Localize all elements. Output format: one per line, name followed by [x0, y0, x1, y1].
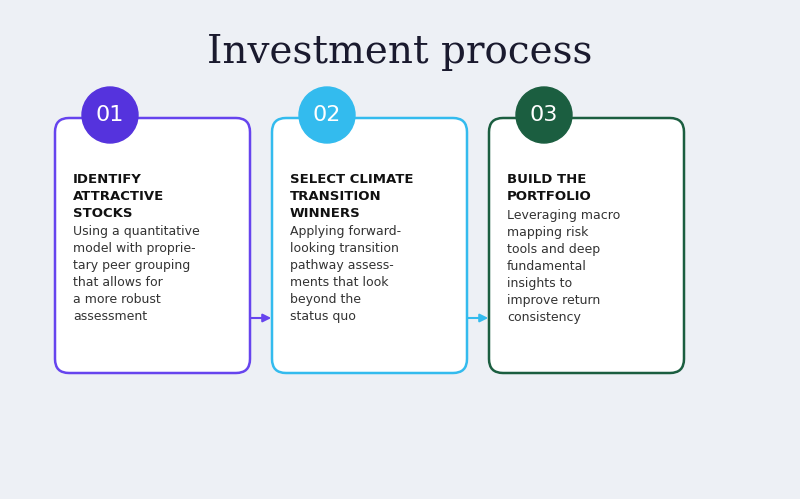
Text: Investment process: Investment process — [207, 33, 593, 70]
Circle shape — [516, 87, 572, 143]
Circle shape — [299, 87, 355, 143]
Text: 02: 02 — [313, 105, 341, 125]
Text: SELECT CLIMATE
TRANSITION
WINNERS: SELECT CLIMATE TRANSITION WINNERS — [290, 173, 414, 220]
Text: BUILD THE
PORTFOLIO: BUILD THE PORTFOLIO — [507, 173, 592, 203]
Text: IDENTIFY
ATTRACTIVE
STOCKS: IDENTIFY ATTRACTIVE STOCKS — [73, 173, 164, 220]
Text: 03: 03 — [530, 105, 558, 125]
Text: Leveraging macro
mapping risk
tools and deep
fundamental
insights to
improve ret: Leveraging macro mapping risk tools and … — [507, 209, 620, 324]
FancyBboxPatch shape — [55, 118, 250, 373]
Text: 01: 01 — [96, 105, 124, 125]
FancyBboxPatch shape — [272, 118, 467, 373]
FancyBboxPatch shape — [489, 118, 684, 373]
Text: Applying forward-
looking transition
pathway assess-
ments that look
beyond the
: Applying forward- looking transition pat… — [290, 225, 401, 323]
Circle shape — [82, 87, 138, 143]
Text: Using a quantitative
model with proprie-
tary peer grouping
that allows for
a mo: Using a quantitative model with proprie-… — [73, 225, 200, 323]
